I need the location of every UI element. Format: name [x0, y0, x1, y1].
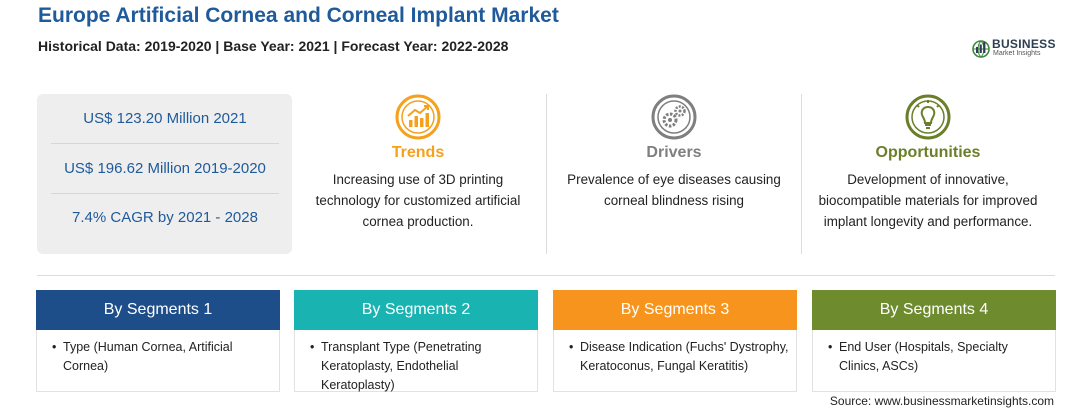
- drivers-title: Drivers: [646, 144, 702, 161]
- trends-title: Trends: [391, 144, 445, 161]
- logo-tagline: Market Insights: [993, 50, 1041, 57]
- stat-cagr: 7.4% CAGR by 2021 - 2028: [72, 209, 258, 226]
- drivers-text: Prevalence of eye diseases causing corne…: [567, 172, 781, 208]
- brand-logo: BUSINESS Market Insights: [972, 37, 1062, 61]
- segment-item: Disease Indication (Fuchs' Dystrophy, Ke…: [569, 338, 790, 376]
- section-divider: [37, 275, 1055, 276]
- segment-item: Type (Human Cornea, Artificial Cornea): [52, 338, 273, 376]
- segment-body: Type (Human Cornea, Artificial Cornea): [36, 330, 280, 392]
- segment-header: By Segments 4: [812, 290, 1056, 330]
- globe-icon: [972, 40, 990, 58]
- segment-item: End User (Hospitals, Specialty Clinics, …: [828, 338, 1049, 376]
- segment-item: Transplant Type (Penetrating Keratoplast…: [310, 338, 531, 395]
- trends-column: Trends Increasing use of 3D printing tec…: [298, 94, 538, 232]
- column-divider: [801, 94, 802, 254]
- opportunities-column: Opportunities Development of innovative,…: [808, 94, 1048, 232]
- column-divider: [546, 94, 547, 254]
- page-subtitle: Historical Data: 2019-2020 | Base Year: …: [38, 38, 509, 54]
- opportunities-text: Development of innovative, biocompatible…: [818, 172, 1038, 229]
- market-stats-panel: US$ 123.20 Million 2021 US$ 196.62 Milli…: [37, 94, 292, 254]
- segment-card-1: By Segments 1 Type (Human Cornea, Artifi…: [36, 290, 280, 392]
- segment-body: Disease Indication (Fuchs' Dystrophy, Ke…: [553, 330, 797, 392]
- chart-growth-icon: [395, 94, 441, 140]
- stat-market-size-historical: US$ 196.62 Million 2019-2020: [64, 160, 266, 177]
- opportunities-title: Opportunities: [875, 144, 981, 161]
- logo-wordmark: BUSINESS: [992, 37, 1056, 51]
- divider: [51, 193, 279, 194]
- segment-body: End User (Hospitals, Specialty Clinics, …: [812, 330, 1056, 392]
- lightbulb-icon: [905, 94, 951, 140]
- trends-text: Increasing use of 3D printing technology…: [315, 172, 521, 229]
- segment-header: By Segments 3: [553, 290, 797, 330]
- segment-body: Transplant Type (Penetrating Keratoplast…: [294, 330, 538, 392]
- gears-icon: [651, 94, 697, 140]
- divider: [51, 143, 279, 144]
- drivers-column: Drivers Prevalence of eye diseases causi…: [554, 94, 794, 211]
- segment-card-3: By Segments 3 Disease Indication (Fuchs'…: [553, 290, 797, 392]
- stat-market-size-2021: US$ 123.20 Million 2021: [83, 110, 247, 127]
- segment-card-2: By Segments 2 Transplant Type (Penetrati…: [294, 290, 538, 392]
- segment-header: By Segments 1: [36, 290, 280, 330]
- segment-header: By Segments 2: [294, 290, 538, 330]
- segment-card-4: By Segments 4 End User (Hospitals, Speci…: [812, 290, 1056, 392]
- source-note: Source: www.businessmarketinsights.com: [829, 394, 1054, 408]
- page-title: Europe Artificial Cornea and Corneal Imp…: [38, 4, 559, 27]
